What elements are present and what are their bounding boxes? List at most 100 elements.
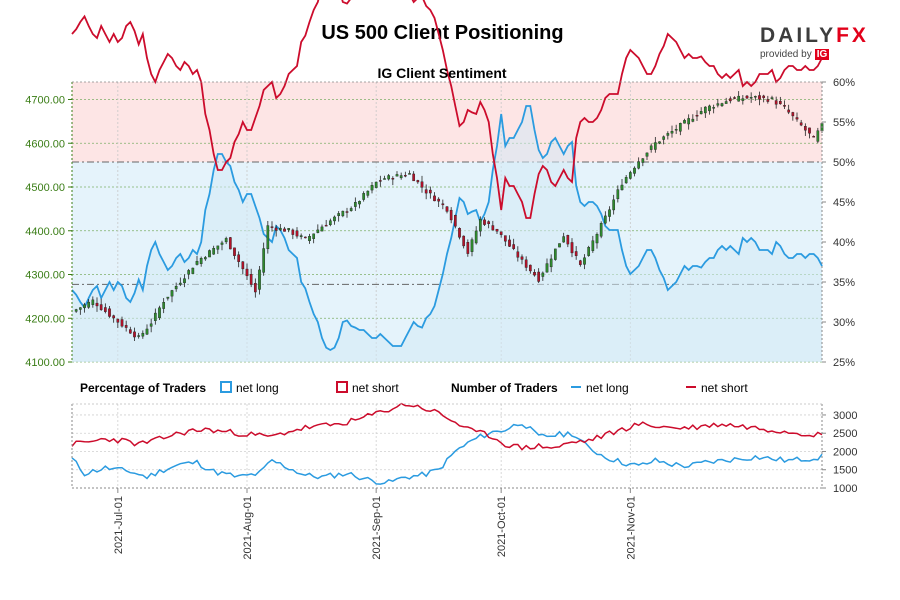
- price-candle: [666, 131, 670, 140]
- price-candle: [691, 114, 695, 123]
- candle-body: [399, 175, 403, 179]
- price-candle: [241, 261, 245, 275]
- price-candle: [353, 197, 357, 211]
- price-candle: [799, 119, 803, 127]
- price-candle: [708, 104, 711, 115]
- candle-body: [620, 184, 624, 191]
- candle-body: [608, 209, 611, 217]
- traders-tick-label: 1500: [833, 465, 857, 477]
- candle-body: [508, 239, 511, 247]
- price-candle: [403, 171, 407, 178]
- price-candle: [412, 171, 416, 182]
- candle-body: [370, 185, 374, 191]
- net-long-percentage-line: [71, 105, 823, 352]
- price-plot-axes: [71, 81, 823, 362]
- price-candle: [299, 233, 303, 240]
- price-candle: [558, 243, 561, 248]
- price-candle: [395, 171, 399, 177]
- price-candle: [533, 269, 536, 277]
- candle-body: [641, 158, 645, 163]
- price-candle: [278, 224, 282, 231]
- date-axis-ticks: 2021-Jul-01 2021-Aug-01 2021-Sep-01 2021-Oc…: [113, 488, 637, 560]
- candle-body: [541, 272, 545, 277]
- candle-body: [428, 189, 432, 194]
- price-candle: [599, 221, 603, 239]
- price-candle: [762, 94, 766, 103]
- price-candle: [374, 181, 378, 189]
- candle-body: [183, 278, 186, 284]
- candle-body: [791, 112, 795, 117]
- legend: Percentage of Traders net long net short…: [80, 381, 748, 395]
- price-candle: [453, 214, 457, 229]
- candle-body: [345, 211, 349, 213]
- candle-body: [99, 304, 103, 310]
- candle-body: [728, 98, 732, 102]
- candle-body: [395, 174, 399, 177]
- price-candle: [516, 246, 520, 262]
- candle-body: [324, 224, 328, 227]
- candle-body: [220, 242, 224, 245]
- percent-tick-label: 50%: [833, 157, 855, 169]
- price-candle: [358, 200, 361, 209]
- price-candle: [133, 327, 136, 341]
- price-candle: [749, 92, 753, 103]
- candle-body: [78, 307, 82, 310]
- percent-tick-label: 25%: [833, 357, 855, 369]
- candle-body: [699, 111, 703, 115]
- percent-tick-label: 40%: [833, 237, 855, 249]
- candle-body: [583, 257, 586, 265]
- candle-body: [412, 173, 416, 182]
- price-candle: [645, 152, 649, 161]
- price-candle: [270, 221, 274, 232]
- candle-body: [170, 290, 174, 297]
- candle-body: [103, 307, 107, 312]
- candle-body: [553, 248, 557, 260]
- price-candle: [670, 125, 674, 138]
- candle-body: [387, 175, 391, 180]
- candle-body: [491, 225, 495, 231]
- price-candle: [274, 225, 278, 237]
- candle-body: [208, 250, 211, 258]
- traders-tick-label: 2500: [833, 428, 857, 440]
- candle-body: [187, 270, 191, 275]
- candle-body: [149, 323, 153, 327]
- net-short-majority-zone: [72, 82, 822, 162]
- traders-tick-label: 3000: [833, 410, 857, 422]
- percent-tick-label: 30%: [833, 317, 855, 329]
- candle-body: [549, 258, 553, 268]
- price-candle: [783, 100, 786, 109]
- net-long-percentage-area: [72, 106, 822, 362]
- candle-body: [333, 216, 336, 222]
- candle-body: [478, 219, 482, 232]
- price-candle: [99, 298, 103, 311]
- price-candle: [591, 235, 595, 253]
- legend-number-title: Number of Traders: [451, 381, 558, 395]
- candle-body: [212, 248, 216, 255]
- price-candle: [83, 302, 86, 313]
- price-candle: [445, 205, 449, 214]
- price-candle: [345, 207, 349, 218]
- price-candle: [108, 305, 111, 318]
- price-candle: [687, 114, 691, 130]
- price-candle: [778, 96, 782, 105]
- price-candle: [699, 107, 703, 115]
- price-candle: [612, 194, 616, 215]
- price-candle: [566, 234, 570, 248]
- candle-body: [341, 210, 345, 217]
- price-candle: [366, 190, 370, 198]
- candle-body: [178, 282, 182, 285]
- price-candle: [503, 235, 507, 247]
- price-candle: [528, 264, 532, 274]
- candle-body: [708, 105, 711, 112]
- price-candle: [124, 320, 128, 332]
- price-candle: [537, 268, 541, 283]
- price-axis-ticks: 4100.00 4200.00 4300.00 4400.00 4500.00 4600.…: [25, 95, 72, 369]
- candle-body: [253, 283, 257, 293]
- candle-body: [599, 223, 603, 237]
- price-candle: [803, 123, 807, 136]
- candle-body: [299, 235, 303, 238]
- candle-body: [145, 328, 149, 335]
- price-candle: [487, 220, 491, 229]
- price-candle: [470, 237, 474, 257]
- date-tick-label: 2021-Nov-01: [625, 496, 637, 560]
